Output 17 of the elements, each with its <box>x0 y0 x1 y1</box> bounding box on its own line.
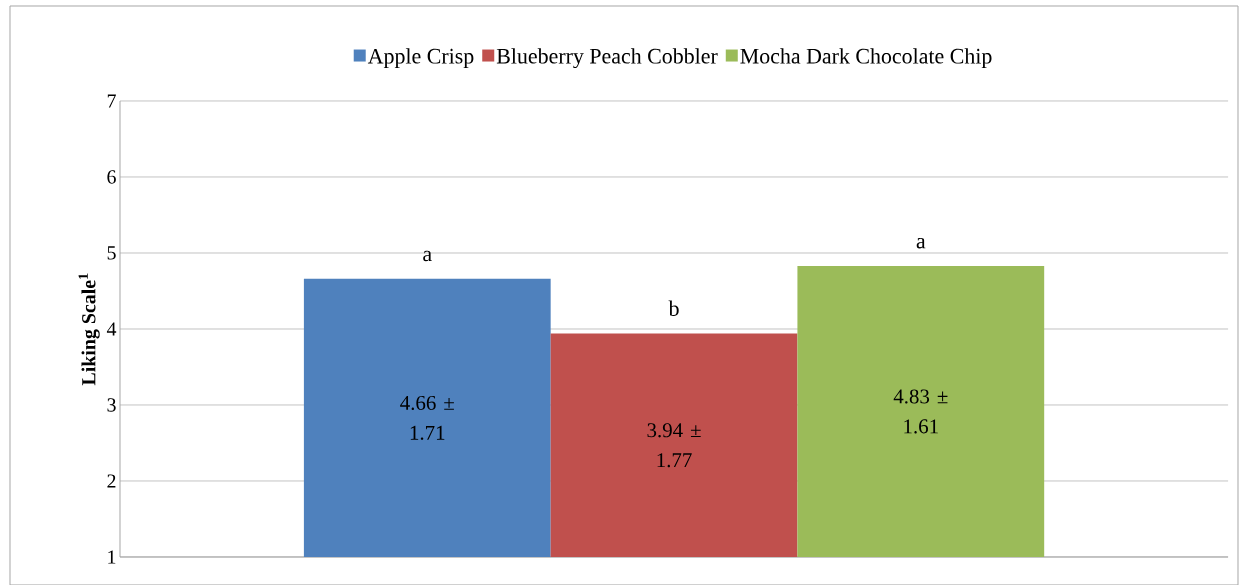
y-tick-label: 4 <box>106 322 117 336</box>
y-axis-title: Liking Scale$^{1}$ <box>78 273 100 386</box>
data-label: 3.94 ± 1.77 <box>647 423 701 468</box>
y-tick-label: 2 <box>107 474 116 488</box>
legend-label: Blueberry Peach Cobbler <box>496 47 718 68</box>
annotation: a <box>916 237 926 249</box>
data-label: 4.66 ± 1.71 <box>400 395 454 440</box>
annotation: b <box>668 300 679 316</box>
y-tick-label: 1 <box>108 550 116 564</box>
annotation: a <box>423 250 432 262</box>
y-tick-label: 6 <box>107 170 116 184</box>
data-label: 4.83 ± 1.61 <box>893 389 948 434</box>
y-tick-label: 3 <box>107 398 116 412</box>
y-tick-label: 5 <box>107 246 116 260</box>
legend-label: Mocha Dark Chocolate Chip <box>740 47 992 68</box>
legend-label: Apple Crisp <box>367 47 474 68</box>
y-tick-label: 7 <box>107 94 116 108</box>
